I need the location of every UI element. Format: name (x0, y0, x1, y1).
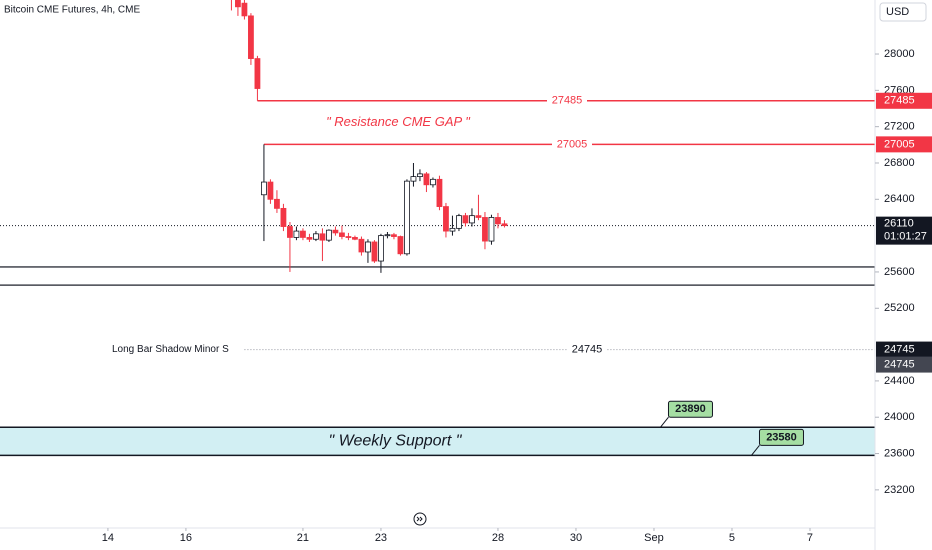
currency: USD (886, 6, 909, 18)
candle-body (267, 181, 274, 200)
currency-box[interactable] (879, 2, 927, 22)
candle-body (456, 215, 462, 229)
candle-body (404, 180, 410, 255)
price-tag-label: 27485 (884, 95, 915, 107)
candle-body (462, 215, 469, 224)
candle-body (417, 173, 423, 178)
level-text: Long Bar Shadow Minor S (112, 344, 229, 355)
price-tag (876, 356, 932, 373)
y-tick-label: 27200 (884, 121, 915, 133)
candle-body (365, 241, 371, 253)
x-tick-label: 14 (102, 532, 114, 544)
price-tag-label: 27005 (884, 138, 915, 150)
y-tick-label: 28000 (884, 48, 915, 60)
y-tick-label: 25600 (884, 266, 915, 278)
x-tick-label: 30 (570, 532, 582, 544)
chart-title: Bitcoin CME Futures, 4h, CME (4, 5, 140, 16)
candle-body (287, 226, 293, 238)
y-tick-label: 23200 (884, 484, 915, 496)
price-tag (876, 341, 932, 358)
level-label-bg (567, 342, 607, 357)
candle-body (241, 2, 248, 17)
range-box (0, 266, 875, 286)
candle-body (391, 234, 397, 237)
candle-body (293, 230, 300, 238)
candle-body (326, 229, 332, 241)
x-tick-label: 16 (180, 532, 192, 544)
scroll-icon[interactable] (413, 512, 427, 526)
callout-box (667, 400, 713, 418)
level-label: 27005 (557, 138, 588, 150)
candle-body (313, 233, 319, 240)
level-label-bg (547, 93, 587, 108)
y-tick-label: 24000 (884, 411, 915, 423)
candle-body (274, 198, 280, 209)
y-tick-label: 23600 (884, 447, 915, 459)
candle-body (488, 217, 495, 242)
candle-body (449, 227, 456, 232)
candle-body (430, 178, 436, 186)
countdown: 01:01:27 (884, 231, 927, 243)
x-tick-label: 28 (492, 532, 504, 544)
support-text: " Weekly Support " (329, 433, 463, 450)
candle-body (358, 238, 365, 253)
candle-body (280, 207, 287, 227)
price-tag-label: 24745 (884, 358, 915, 370)
support-zone (0, 427, 875, 456)
level-label: 24745 (572, 343, 603, 355)
level-label-bg (552, 137, 592, 152)
callout-label: 23580 (766, 431, 797, 443)
x-tick-label: 21 (297, 532, 309, 544)
candle-body (482, 217, 488, 242)
candle-body (248, 15, 254, 59)
candle-body (423, 173, 430, 186)
level-label: 27485 (552, 95, 583, 107)
y-tick-label: 24400 (884, 375, 915, 387)
plot-area (0, 0, 875, 457)
x-tick-label: Sep (644, 532, 664, 544)
candle-body (300, 230, 306, 238)
last-price-label: 26110 (884, 218, 914, 230)
candle-body (410, 176, 417, 182)
callout-pointer (660, 416, 669, 428)
candle-body (306, 237, 313, 240)
price-tag-label: 24745 (884, 343, 915, 355)
candle-body (235, 0, 241, 8)
resistance-note: " Resistance CME GAP " (326, 114, 471, 129)
candle-body (352, 237, 358, 240)
x-tick-label: 7 (807, 532, 813, 544)
candle-body (345, 236, 352, 238)
candle-body (495, 217, 501, 225)
candle-body (378, 235, 384, 262)
candle-body (475, 215, 482, 218)
candle-body (371, 241, 378, 262)
y-tick-label: 26800 (884, 157, 915, 169)
x-tick-label: 5 (729, 532, 735, 544)
candle-body (397, 236, 404, 255)
candle-body (469, 215, 475, 224)
candle-body (443, 206, 449, 232)
price-tag (876, 136, 932, 153)
last-price-tag (876, 216, 932, 245)
candle-body (384, 234, 391, 237)
x-tick-label: 23 (375, 532, 387, 544)
candle-body (254, 58, 261, 89)
callout-box (758, 428, 804, 446)
callout-label: 23890 (675, 403, 706, 415)
candle-body (332, 229, 339, 234)
candle-body (319, 233, 326, 241)
candle-body (261, 181, 267, 196)
callout-pointer (751, 445, 760, 456)
candle-body (339, 232, 345, 237)
y-tick-label: 26400 (884, 193, 915, 205)
y-tick-label: 25200 (884, 302, 915, 314)
candle-body (501, 223, 508, 227)
candle-body (436, 178, 443, 207)
price-tag (876, 92, 932, 109)
